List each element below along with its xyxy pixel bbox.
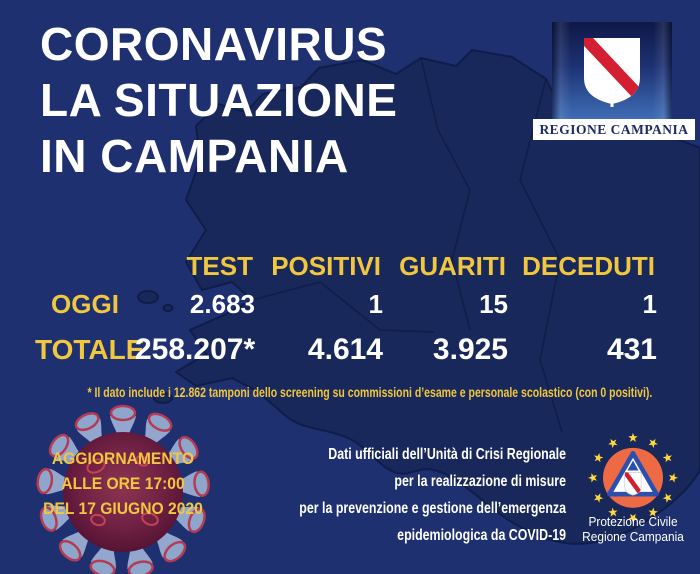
oggi-positivi-value: 1 bbox=[368, 289, 383, 319]
official-line-1: Dati ufficiali dell’Unità di Crisi Regio… bbox=[328, 446, 566, 463]
table-header-guariti: GUARITI bbox=[399, 251, 506, 281]
screening-footnote: * Il dato include i 12.862 tamponi dello… bbox=[87, 384, 653, 400]
row-label-totale: TOTALE bbox=[35, 334, 145, 365]
title-line-2: LA SITUAZIONE bbox=[40, 74, 398, 126]
title-line-1: CORONAVIRUS bbox=[40, 18, 388, 70]
update-line-1: AGGIORNAMENTO bbox=[51, 449, 195, 468]
table-header-deceduti: DECEDUTI bbox=[522, 251, 655, 281]
oggi-guariti-value: 15 bbox=[479, 289, 508, 319]
totale-deceduti-value: 431 bbox=[606, 333, 657, 366]
row-label-oggi: OGGI bbox=[51, 289, 119, 319]
coronavirus-icon bbox=[34, 404, 212, 574]
update-timestamp: AGGIORNAMENTO ALLE ORE 17:00 DEL 17 GIUG… bbox=[37, 446, 208, 521]
pc-label-line-2: Regione Campania bbox=[582, 530, 684, 544]
regione-campania-logo bbox=[552, 22, 672, 119]
update-line-3: DEL 17 GIUGNO 2020 bbox=[43, 499, 203, 518]
totale-guariti-value: 3.925 bbox=[432, 333, 508, 366]
update-line-2: ALLE ORE 17:00 bbox=[61, 474, 185, 493]
official-source-note: Dati ufficiali dell’Unità di Crisi Regio… bbox=[214, 441, 566, 549]
official-line-2: per la realizzazione di misure bbox=[394, 473, 566, 490]
pc-label-line-1: Protezione Civile bbox=[588, 515, 678, 529]
regione-campania-logo-label: REGIONE CAMPANIA bbox=[533, 119, 695, 140]
protezione-civile-logo bbox=[588, 432, 678, 523]
title-line-3: IN CAMPANIA bbox=[40, 130, 349, 182]
table-row-totale: TOTALE 258.207* 4.614 3.925 431 bbox=[35, 333, 665, 367]
totale-positivi-value: 4.614 bbox=[307, 333, 383, 366]
table-header-positivi: POSITIVI bbox=[271, 251, 381, 281]
campania-shield-icon bbox=[584, 38, 640, 108]
official-line-3: per la prevenzione e gestione dell’emerg… bbox=[299, 500, 566, 517]
table-header-test: TEST bbox=[186, 251, 253, 281]
oggi-test-value: 2.683 bbox=[189, 289, 255, 319]
page-title: CORONAVIRUS LA SITUAZIONE IN CAMPANIA bbox=[40, 16, 397, 184]
official-line-4: epidemiologica da COVID-19 bbox=[397, 527, 566, 544]
totale-test-value: 258.207* bbox=[135, 333, 256, 366]
oggi-deceduti-value: 1 bbox=[642, 289, 657, 319]
table-header-row: TEST POSITIVI GUARITI DECEDUTI bbox=[35, 251, 665, 282]
table-row-oggi: OGGI 2.683 1 15 1 bbox=[35, 289, 665, 320]
protezione-civile-label: Protezione Civile Regione Campania bbox=[574, 515, 692, 545]
